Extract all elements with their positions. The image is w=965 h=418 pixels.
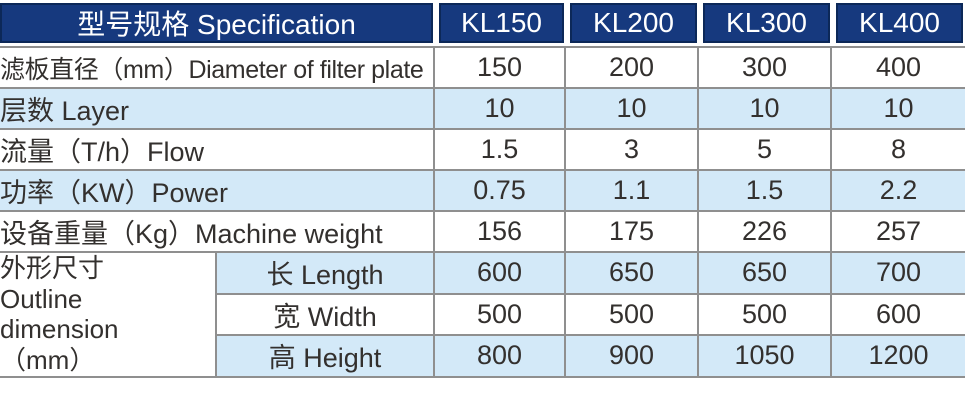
row-outline-height: 高 Height 800 900 1050 1200 [0,334,965,378]
value-cell: 175 [564,210,698,251]
value-cell: 5 [697,128,831,169]
row-layer: 层数 Layer 10 10 10 10 [0,87,965,128]
value-cell: 400 [830,46,965,87]
row-label: 功率（KW）Power [0,169,434,210]
value-cell: 700 [830,251,965,293]
outline-dimension-label: 外形尺寸 Outline dimension （mm） [0,251,215,378]
value-cell: 1.5 [697,169,831,210]
sub-row-label: 宽 Width [215,292,434,335]
value-cell: 500 [564,292,698,335]
value-cell: 1200 [830,334,965,378]
sub-row-label: 高 Height [215,334,434,378]
row-machine-weight: 设备重量（Kg）Machine weight 156 175 226 257 [0,210,965,251]
row-label: 滤板直径（mm）Diameter of filter plate [0,46,434,87]
value-cell: 650 [564,251,698,293]
value-cell: 800 [433,334,565,378]
sub-row-label: 长 Length [215,251,434,293]
row-outline-width: 宽 Width 500 500 500 600 [0,292,965,335]
model-header-kl300: KL300 [697,0,831,46]
model-header-kl400: KL400 [830,0,965,46]
value-cell: 200 [564,46,698,87]
value-cell: 10 [830,87,965,128]
table-title: 型号规格 Specification [0,0,434,46]
row-label: 流量（T/h）Flow [0,128,434,169]
value-cell: 600 [433,251,565,293]
row-power: 功率（KW）Power 0.75 1.1 1.5 2.2 [0,169,965,210]
value-cell: 3 [564,128,698,169]
model-header-kl200: KL200 [564,0,698,46]
value-cell: 10 [433,87,565,128]
value-cell: 300 [697,46,831,87]
value-cell: 600 [830,292,965,335]
value-cell: 226 [697,210,831,251]
value-cell: 10 [697,87,831,128]
value-cell: 1.5 [433,128,565,169]
header-row: 型号规格 Specification KL150 KL200 KL300 KL4… [0,0,965,46]
value-cell: 8 [830,128,965,169]
row-flow: 流量（T/h）Flow 1.5 3 5 8 [0,128,965,169]
value-cell: 0.75 [433,169,565,210]
value-cell: 1.1 [564,169,698,210]
value-cell: 2.2 [830,169,965,210]
specification-table: 型号规格 Specification KL150 KL200 KL300 KL4… [0,0,965,378]
row-label: 设备重量（Kg）Machine weight [0,210,434,251]
row-label: 层数 Layer [0,87,434,128]
value-cell: 500 [433,292,565,335]
value-cell: 500 [697,292,831,335]
row-label-text: 滤板直径（mm）Diameter of filter plate [0,55,424,84]
value-cell: 650 [697,251,831,293]
value-cell: 10 [564,87,698,128]
value-cell: 156 [433,210,565,251]
value-cell: 900 [564,334,698,378]
row-outline-length: 外形尺寸 Outline dimension （mm） 长 Length 600… [0,251,965,378]
row-filter-plate-diameter: 滤板直径（mm）Diameter of filter plate 150 200… [0,46,965,87]
value-cell: 257 [830,210,965,251]
value-cell: 150 [433,46,565,87]
model-header-kl150: KL150 [433,0,565,46]
value-cell: 1050 [697,334,831,378]
